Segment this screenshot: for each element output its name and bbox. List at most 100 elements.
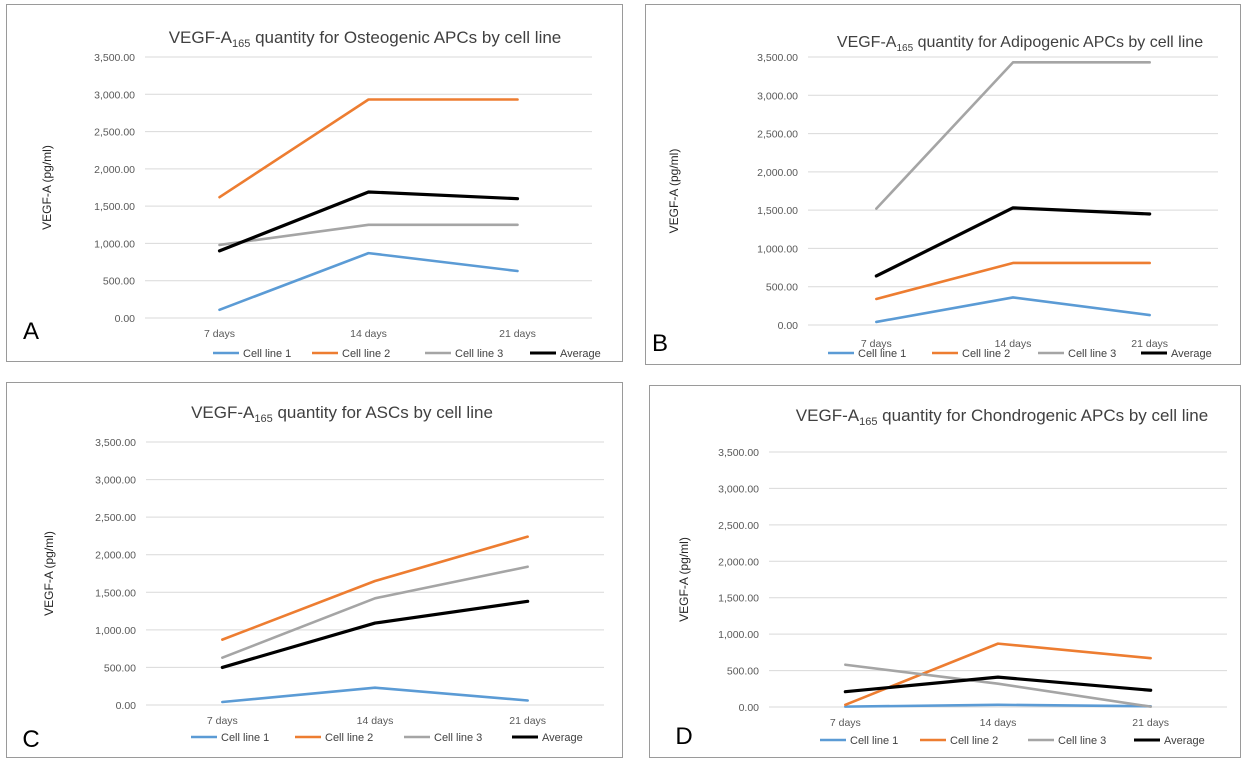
line-chart-b: VEGF-A165 quantity for Adipogenic APCs b… bbox=[652, 34, 1218, 360]
chart-title: VEGF-A165 quantity for Osteogenic APCs b… bbox=[169, 28, 562, 50]
chart-title: VEGF-A165 quantity for Chondrogenic APCs… bbox=[796, 406, 1208, 428]
series-line-cell-line-3 bbox=[875, 61, 1151, 210]
x-tick-label: 7 days bbox=[830, 717, 861, 729]
panel-letter: D bbox=[675, 723, 692, 750]
y-tick-label: 2,500.00 bbox=[94, 127, 135, 139]
legend-label: Average bbox=[1171, 348, 1212, 360]
y-tick-label: 2,500.00 bbox=[718, 520, 759, 532]
chart-title: VEGF-A165 quantity for Adipogenic APCs b… bbox=[837, 34, 1203, 54]
legend-label: Cell line 1 bbox=[221, 732, 269, 744]
y-axis-title: VEGF-A (pg/ml) bbox=[42, 531, 56, 616]
chart-title-main: VEGF-A bbox=[191, 403, 255, 422]
x-tick-label: 7 days bbox=[204, 328, 235, 340]
chart-panel-b: VEGF-A165 quantity for Adipogenic APCs b… bbox=[645, 4, 1241, 365]
y-tick-label: 3,000.00 bbox=[718, 483, 759, 495]
series-line-cell-line-3 bbox=[221, 565, 529, 659]
series-line-cell-line-2 bbox=[221, 535, 529, 641]
series-line-cell-line-3 bbox=[844, 663, 1152, 708]
y-axis-title: VEGF-A (pg/ml) bbox=[40, 145, 54, 230]
line-chart-d: VEGF-A165 quantity for Chondrogenic APCs… bbox=[675, 406, 1227, 750]
legend-label: Average bbox=[542, 732, 583, 744]
series-line-average bbox=[874, 206, 1152, 278]
y-tick-label: 2,000.00 bbox=[94, 164, 135, 176]
series-line-cell-line-2 bbox=[218, 98, 519, 199]
chart-title-subscript: 165 bbox=[896, 43, 913, 54]
x-tick-label: 21 days bbox=[499, 328, 536, 340]
chart-title-main: VEGF-A bbox=[169, 28, 233, 47]
chart-panel-d: VEGF-A165 quantity for Chondrogenic APCs… bbox=[649, 385, 1241, 758]
y-tick-label: 500.00 bbox=[103, 276, 135, 288]
chart-title-subscript: 165 bbox=[232, 38, 250, 50]
legend-label: Cell line 1 bbox=[243, 348, 291, 360]
x-tick-label: 14 days bbox=[357, 715, 394, 727]
line-chart-c: VEGF-A165 quantity for ASCs by cell line… bbox=[22, 403, 604, 753]
y-tick-label: 2,000.00 bbox=[718, 556, 759, 568]
y-tick-label: 0.00 bbox=[739, 702, 760, 714]
x-tick-label: 21 days bbox=[509, 715, 546, 727]
y-tick-label: 500.00 bbox=[727, 666, 759, 678]
y-tick-label: 1,000.00 bbox=[95, 625, 136, 637]
series-line-cell-line-1 bbox=[844, 703, 1152, 708]
y-tick-label: 3,000.00 bbox=[94, 89, 135, 101]
y-tick-label: 3,500.00 bbox=[757, 52, 798, 64]
chart-title: VEGF-A165 quantity for ASCs by cell line bbox=[191, 403, 493, 425]
y-tick-label: 3,500.00 bbox=[718, 447, 759, 459]
y-tick-label: 1,500.00 bbox=[94, 201, 135, 213]
x-tick-label: 7 days bbox=[207, 715, 238, 727]
series-line-cell-line-2 bbox=[875, 261, 1151, 301]
x-tick-label: 14 days bbox=[980, 717, 1017, 729]
chart-title-rest: quantity for Adipogenic APCs by cell lin… bbox=[913, 34, 1203, 51]
legend-label: Cell line 3 bbox=[434, 732, 482, 744]
y-tick-label: 1,500.00 bbox=[718, 593, 759, 605]
y-tick-label: 2,000.00 bbox=[757, 167, 798, 179]
legend-label: Cell line 3 bbox=[1058, 735, 1106, 747]
chart-title-rest: quantity for ASCs by cell line bbox=[273, 403, 493, 422]
chart-title-subscript: 165 bbox=[859, 416, 877, 428]
series-line-average bbox=[843, 675, 1153, 694]
legend-label: Cell line 3 bbox=[455, 348, 503, 360]
y-tick-label: 1,000.00 bbox=[757, 243, 798, 255]
x-tick-label: 21 days bbox=[1132, 717, 1169, 729]
legend-label: Cell line 2 bbox=[325, 732, 373, 744]
legend-label: Cell line 2 bbox=[962, 348, 1010, 360]
y-tick-label: 1,000.00 bbox=[718, 629, 759, 641]
y-tick-label: 2,500.00 bbox=[757, 129, 798, 141]
y-axis-title: VEGF-A (pg/ml) bbox=[667, 149, 681, 234]
y-tick-label: 1,500.00 bbox=[757, 205, 798, 217]
chart-panel-a: VEGF-A165 quantity for Osteogenic APCs b… bbox=[6, 4, 623, 362]
y-tick-label: 3,500.00 bbox=[94, 52, 135, 64]
legend-label: Average bbox=[560, 348, 601, 360]
y-tick-label: 3,000.00 bbox=[757, 90, 798, 102]
y-tick-label: 0.00 bbox=[116, 700, 137, 712]
chart-title-main: VEGF-A bbox=[796, 406, 860, 425]
series-line-cell-line-1 bbox=[218, 251, 519, 312]
chart-title-subscript: 165 bbox=[254, 413, 272, 425]
series-line-average bbox=[220, 599, 530, 670]
chart-title-main: VEGF-A bbox=[837, 34, 897, 51]
x-tick-label: 14 days bbox=[350, 328, 387, 340]
y-axis-title: VEGF-A (pg/ml) bbox=[677, 537, 691, 622]
chart-title-rest: quantity for Osteogenic APCs by cell lin… bbox=[250, 28, 561, 47]
y-tick-label: 2,000.00 bbox=[95, 550, 136, 562]
y-tick-label: 1,500.00 bbox=[95, 587, 136, 599]
y-tick-label: 3,500.00 bbox=[95, 437, 136, 449]
series-line-cell-line-2 bbox=[844, 642, 1152, 707]
panel-letter: A bbox=[23, 318, 39, 345]
y-tick-label: 2,500.00 bbox=[95, 512, 136, 524]
chart-title-rest: quantity for Chondrogenic APCs by cell l… bbox=[877, 406, 1208, 425]
panel-letter: C bbox=[22, 726, 39, 753]
series-line-cell-line-1 bbox=[221, 686, 529, 704]
legend-label: Average bbox=[1164, 735, 1205, 747]
x-tick-label: 7 days bbox=[861, 338, 892, 350]
legend-label: Cell line 2 bbox=[342, 348, 390, 360]
x-tick-label: 21 days bbox=[1131, 338, 1168, 350]
legend-label: Cell line 3 bbox=[1068, 348, 1116, 360]
y-tick-label: 500.00 bbox=[766, 282, 798, 294]
series-line-average bbox=[217, 190, 520, 253]
y-tick-label: 1,000.00 bbox=[94, 238, 135, 250]
y-tick-label: 0.00 bbox=[778, 320, 799, 332]
legend-label: Cell line 2 bbox=[950, 735, 998, 747]
y-tick-label: 500.00 bbox=[104, 662, 136, 674]
y-tick-label: 0.00 bbox=[115, 313, 136, 325]
series-line-cell-line-1 bbox=[875, 296, 1151, 324]
